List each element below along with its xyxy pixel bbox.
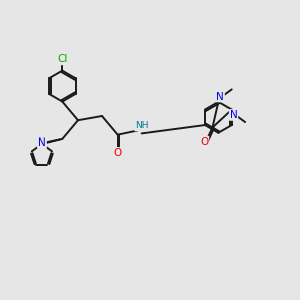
Text: N: N — [216, 92, 224, 101]
Text: O: O — [113, 148, 122, 158]
Text: N: N — [38, 137, 46, 148]
Text: N: N — [230, 110, 237, 120]
Text: O: O — [200, 137, 208, 147]
Text: NH: NH — [135, 122, 148, 130]
Text: N: N — [38, 138, 46, 148]
Text: Cl: Cl — [57, 54, 68, 64]
